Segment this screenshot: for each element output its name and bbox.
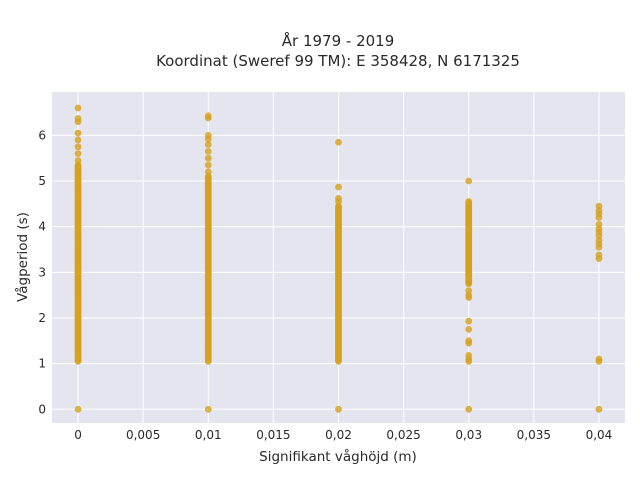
data-point	[74, 129, 82, 137]
y-tick-label: 6	[38, 128, 46, 142]
data-point	[204, 154, 212, 162]
y-tick-label: 3	[38, 265, 46, 279]
chart-title: År 1979 - 2019	[282, 31, 395, 50]
y-axis-title: Vågperiod (s)	[14, 212, 31, 302]
x-tick-label: 0,005	[126, 428, 160, 442]
data-point	[74, 104, 82, 112]
data-point	[595, 221, 603, 228]
y-tick-label: 0	[38, 402, 46, 416]
x-tick-label: 0,04	[586, 428, 613, 442]
y-tick-label: 5	[38, 174, 46, 188]
data-point	[465, 326, 473, 333]
data-point	[465, 198, 473, 205]
x-axis-title: Signifikant våghöjd (m)	[259, 448, 417, 465]
data-point	[74, 157, 82, 164]
data-point	[335, 138, 342, 146]
y-tick-label: 2	[38, 311, 46, 325]
x-tick-label: 0,035	[517, 428, 551, 442]
data-point	[204, 147, 212, 155]
x-tick-label: 0,03	[455, 428, 482, 442]
data-point	[465, 405, 473, 413]
data-point	[74, 405, 82, 413]
data-point	[74, 150, 82, 158]
x-tick-label: 0	[74, 428, 82, 442]
y-axis-ticks: 0 1 2 3 4 5 6	[38, 128, 46, 416]
data-point	[465, 177, 473, 185]
data-point	[335, 405, 342, 413]
data-point	[595, 355, 603, 363]
data-point	[595, 202, 603, 210]
data-point	[465, 317, 473, 325]
data-point	[204, 112, 212, 120]
x-axis-ticks: 0 0,005 0,01 0,015 0,02 0,025 0,03 0,035 0,04	[74, 428, 612, 442]
scatter-points	[74, 104, 603, 413]
data-point	[465, 337, 473, 345]
data-point	[335, 183, 342, 191]
data-point	[595, 405, 603, 413]
data-point	[204, 405, 212, 413]
data-point	[74, 136, 82, 144]
y-tick-label: 1	[38, 357, 46, 371]
data-point	[335, 194, 342, 202]
data-point	[74, 115, 82, 122]
data-point	[465, 287, 473, 294]
data-point	[595, 251, 603, 259]
data-point	[204, 161, 212, 169]
y-tick-label: 4	[38, 220, 46, 234]
data-point	[465, 352, 473, 359]
x-tick-label: 0,01	[195, 428, 222, 442]
x-tick-label: 0,015	[256, 428, 290, 442]
x-tick-label: 0,02	[325, 428, 352, 442]
data-point	[74, 143, 82, 151]
x-tick-label: 0,025	[386, 428, 420, 442]
chart-subtitle: Koordinat (Sweref 99 TM): E 358428, N 61…	[156, 52, 520, 70]
data-point	[204, 131, 212, 139]
data-point	[204, 168, 212, 176]
data-point	[204, 141, 212, 148]
